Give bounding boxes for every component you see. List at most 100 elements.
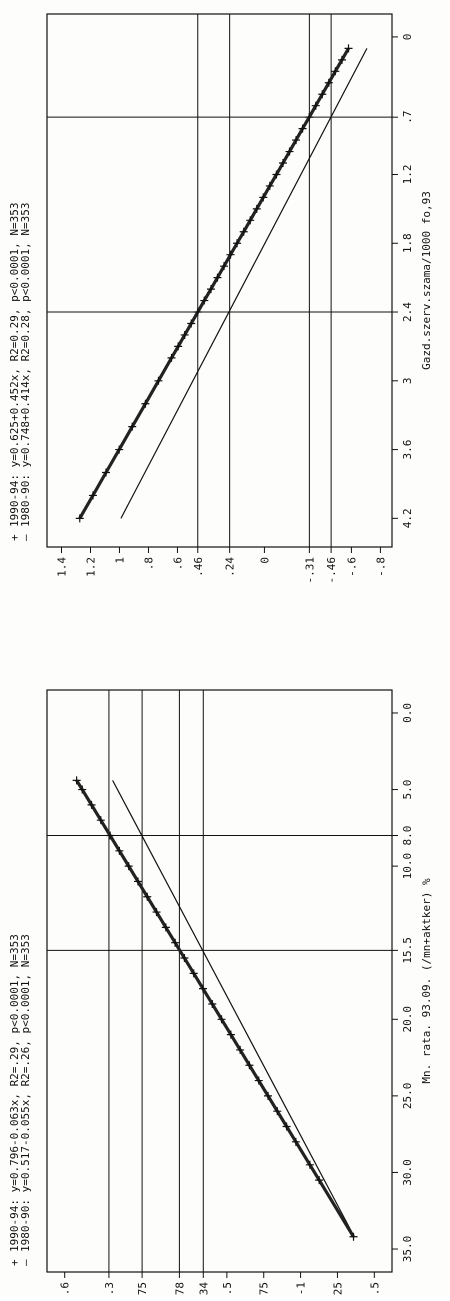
y-tick-label: .24 <box>224 557 237 577</box>
y-tick-label: -.178 <box>173 1282 186 1296</box>
data-point <box>189 969 198 978</box>
y-tick-label: 0 <box>258 557 271 564</box>
data-point <box>171 938 180 947</box>
legend-marker-1: + <box>8 1259 21 1266</box>
x-tick-label: 3.6 <box>401 440 414 460</box>
y-tick-label: -.8 <box>374 557 387 577</box>
data-point <box>193 308 202 317</box>
chart-panel-1: .6 .3 .075 -.178 -.34 -.5 -.75 -1 -1.25 -1.5 0.0 5.… <box>8 689 433 1301</box>
y-tick-label: 1 <box>113 557 126 564</box>
x-axis-title: Gazd.szerv.szama/1000 fo,93 <box>420 191 433 370</box>
data-point <box>208 999 217 1008</box>
data-point <box>217 1015 226 1024</box>
data-point <box>246 216 255 225</box>
data-point <box>141 399 150 408</box>
x-tick-label: 35.0 <box>401 1236 414 1263</box>
data-point <box>180 954 189 963</box>
data-point <box>259 193 268 202</box>
series-points-1 <box>75 44 353 523</box>
data-point <box>344 44 353 53</box>
data-point <box>96 816 105 825</box>
data-point <box>106 831 115 840</box>
legend-marker-2: – <box>19 534 32 541</box>
data-point <box>315 1176 324 1185</box>
y-tick-label: .46 <box>192 557 205 577</box>
data-point <box>311 101 320 110</box>
y-tick-label: .8 <box>142 557 155 570</box>
y-tick-label: -.6 <box>345 557 358 577</box>
plot-frame <box>46 13 393 548</box>
y-tick-label: .6 <box>59 1282 72 1295</box>
legend-entry-1: 1990-94: y=0.625+0.452x, R2=0.29, p<0.00… <box>8 202 21 527</box>
fit-line-2 <box>112 780 355 1238</box>
plot-frame <box>46 689 393 1273</box>
data-point <box>180 330 189 339</box>
data-point <box>318 90 327 99</box>
data-point <box>305 1160 314 1169</box>
data-point <box>213 273 222 282</box>
data-point <box>167 353 176 362</box>
data-point <box>226 1030 235 1039</box>
data-point <box>72 776 81 785</box>
data-point <box>219 262 228 271</box>
series-trace-1 <box>75 779 355 1238</box>
y-tick-label: -.75 <box>258 1282 271 1296</box>
data-point <box>133 877 142 886</box>
data-point <box>152 908 161 917</box>
x-axis-title: Mn. rata. 93.09. (/mn+aktker) % <box>420 878 433 1084</box>
x-tick-label: 10.0 <box>401 853 414 880</box>
data-point <box>206 285 215 294</box>
x-tick-label: 8.0 <box>401 826 414 846</box>
data-point <box>226 250 235 259</box>
data-point <box>349 1232 358 1241</box>
data-point <box>337 55 346 64</box>
data-point <box>124 862 133 871</box>
legend-entry-2: 1980-90: y=0.748+0.414x, R2=0.28, p<0.00… <box>19 202 32 527</box>
data-point <box>291 1137 300 1146</box>
data-point <box>239 227 248 236</box>
data-point <box>245 1061 254 1070</box>
data-point <box>78 785 87 794</box>
chart-panel-2: 1.4 1.2 1.8.6.46.24 0 -.31 -.46 -.6 -.80.71.21.… <box>8 13 433 584</box>
data-point <box>273 1107 282 1116</box>
data-point <box>305 113 314 122</box>
data-point <box>115 846 124 855</box>
data-point <box>331 67 340 76</box>
data-point <box>174 342 183 351</box>
data-point <box>264 1091 273 1100</box>
data-point <box>298 124 307 133</box>
x-tick-label: .7 <box>401 111 414 124</box>
data-point <box>265 181 274 190</box>
y-tick-label: -.46 <box>325 557 338 584</box>
data-point <box>324 78 333 87</box>
y-tick-label: 1.4 <box>55 557 68 577</box>
x-tick-label: 0 <box>401 34 414 41</box>
x-tick-label: 1.2 <box>401 165 414 185</box>
data-point <box>87 800 96 809</box>
y-tick-label: .6 <box>171 557 184 570</box>
data-point <box>75 514 84 523</box>
y-tick-label: .3 <box>103 1282 116 1295</box>
data-point <box>252 204 261 213</box>
y-tick-label: -1.25 <box>331 1282 344 1296</box>
fit-line-1 <box>120 48 368 519</box>
data-point <box>128 422 137 431</box>
x-tick-label: 4.2 <box>401 508 414 528</box>
x-tick-label: 25.0 <box>401 1083 414 1110</box>
data-point <box>236 1045 245 1054</box>
data-point <box>233 239 242 248</box>
x-tick-label: 5.0 <box>401 780 414 800</box>
data-point <box>278 159 287 168</box>
data-point <box>88 491 97 500</box>
y-tick-label: -1 <box>295 1282 308 1295</box>
data-point <box>292 136 301 145</box>
x-tick-label: 30.0 <box>401 1159 414 1186</box>
legend-entry-2: 1980-90: y=0.517-0.055x, R2=.26, p<0.000… <box>19 934 32 1252</box>
series-points-1 <box>72 776 358 1241</box>
data-point <box>115 445 124 454</box>
x-tick-label: 0.0 <box>401 703 414 723</box>
x-tick-label: 1.8 <box>401 233 414 253</box>
x-tick-label: 2.4 <box>401 302 414 322</box>
